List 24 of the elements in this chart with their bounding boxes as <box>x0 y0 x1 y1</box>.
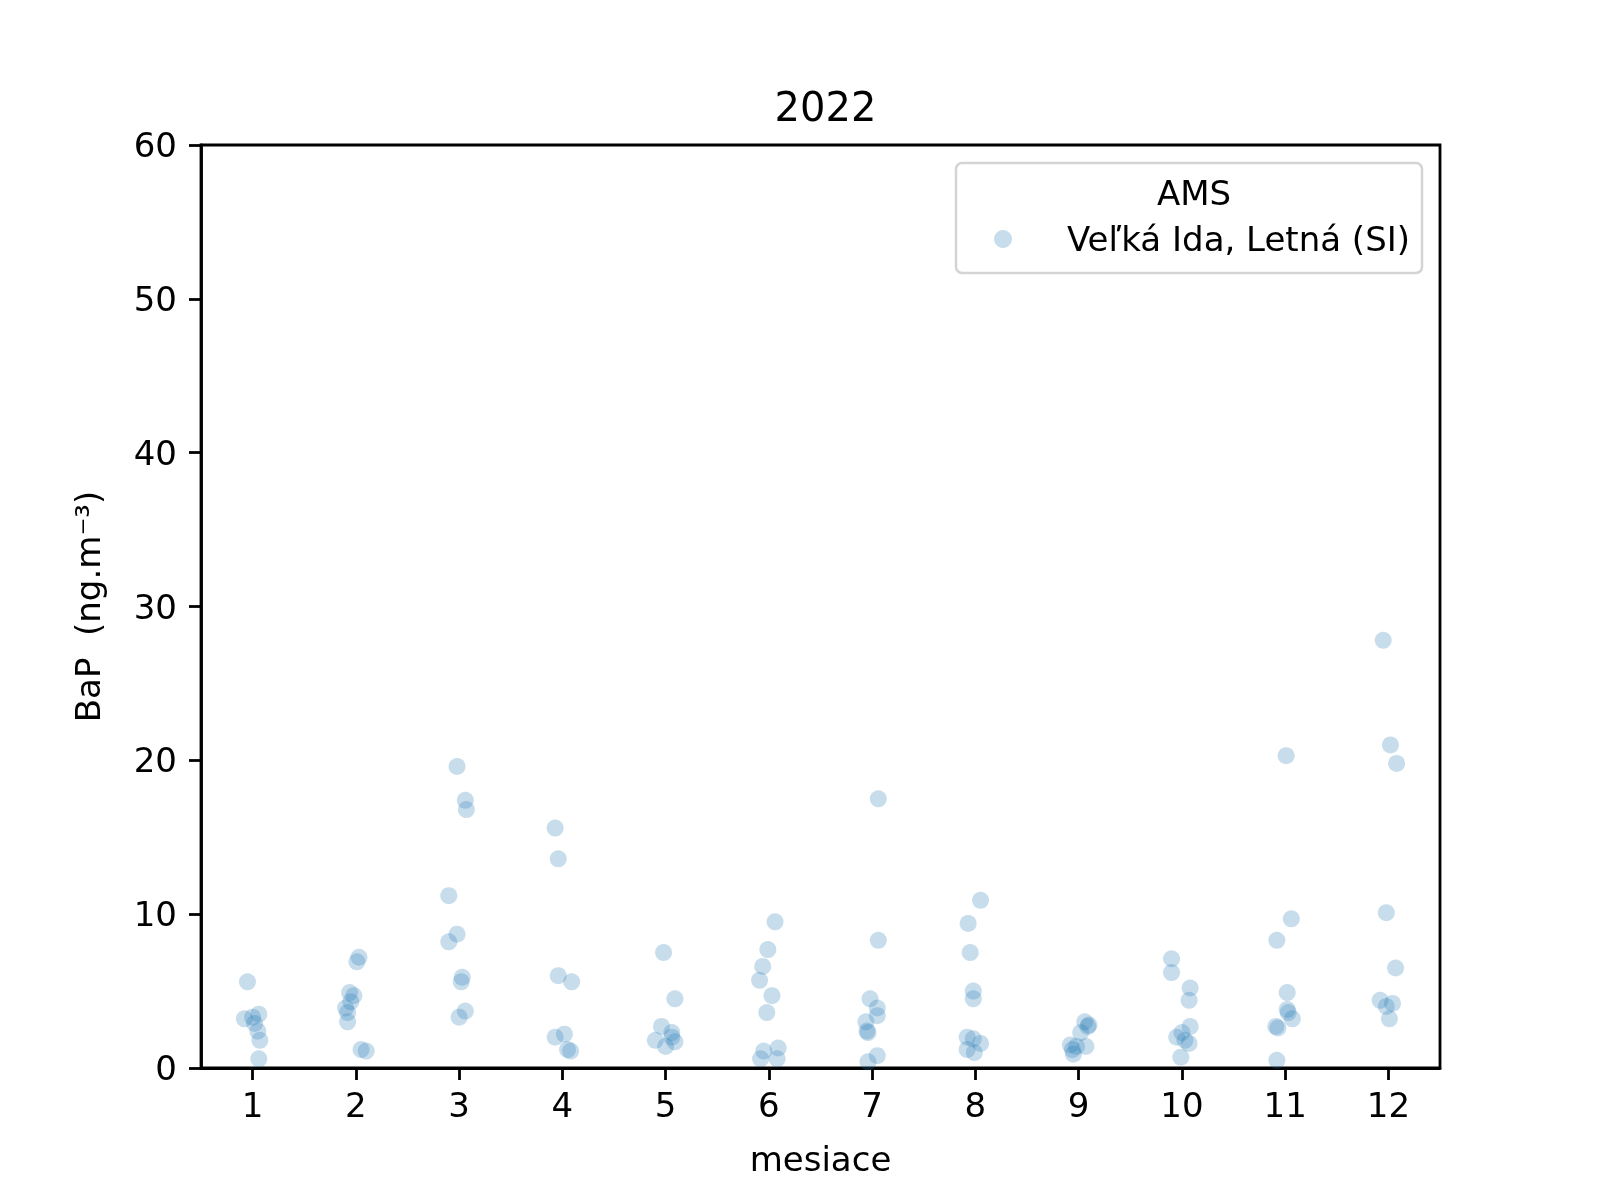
y-tick-label: 60 <box>133 125 177 165</box>
y-tick-label: 40 <box>133 432 177 473</box>
legend-label: Veľká Ida, Letná (SI) <box>1067 219 1411 259</box>
x-tick-label: 8 <box>964 1085 987 1125</box>
legend-title: AMS <box>1156 173 1232 213</box>
x-tick-label: 4 <box>551 1085 574 1125</box>
y-tick-label: 10 <box>133 894 177 935</box>
x-tick-label: 12 <box>1366 1085 1411 1125</box>
x-tick-label: 5 <box>654 1085 677 1125</box>
chart-title: 2022 <box>774 84 877 130</box>
y-axis-title: BaP (ng.m⁻³) <box>68 490 108 723</box>
x-tick-label: 10 <box>1160 1085 1204 1125</box>
y-tick-label: 50 <box>133 278 177 319</box>
x-tick-label: 3 <box>448 1085 470 1125</box>
y-tick-label: 0 <box>155 1048 177 1088</box>
x-tick-label: 2 <box>345 1085 367 1125</box>
y-tick-label: 30 <box>133 586 177 627</box>
x-tick-label: 9 <box>1067 1085 1090 1125</box>
y-tick-label: 20 <box>133 740 177 781</box>
x-tick-label: 7 <box>861 1085 883 1125</box>
x-tick-label: 11 <box>1263 1085 1307 1125</box>
x-tick-label: 1 <box>241 1085 264 1125</box>
x-axis-title: mesiace <box>749 1139 892 1179</box>
x-tick-label: 6 <box>758 1085 780 1125</box>
